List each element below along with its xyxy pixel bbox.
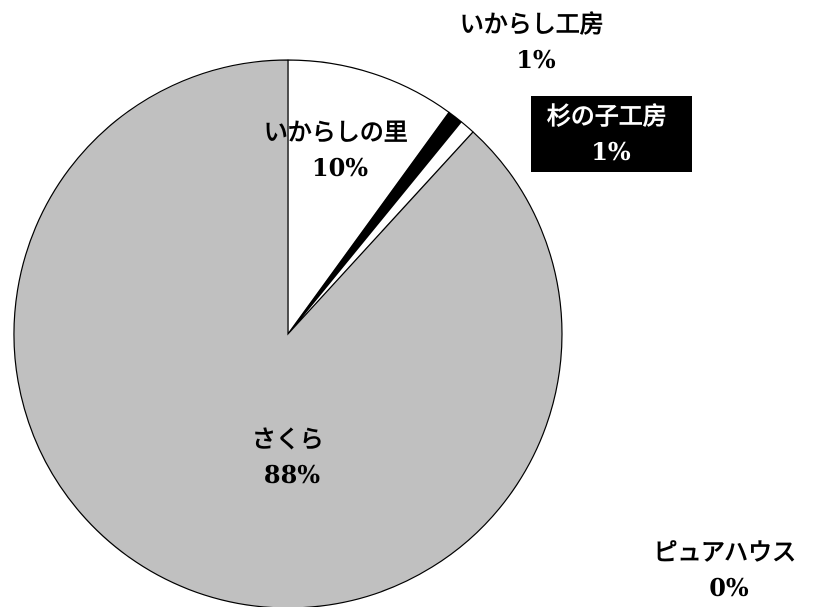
slice-name-suginoko: 杉の子工房 (547, 101, 667, 130)
slice-name-sakura: さくら (252, 424, 324, 453)
pie-slice-3 (13, 59, 563, 607)
pie-slices (13, 59, 563, 607)
slice-percent-suginoko: 1% (591, 137, 631, 166)
slice-name-igarashi-no-sato: いからしの里 (264, 117, 408, 146)
slice-percent-sakura: 88% (264, 460, 320, 489)
slice-label-pure-house: ピュアハウス 0% (654, 537, 805, 602)
slice-name-pure-house: ピュアハウス (654, 537, 797, 566)
slice-label-igarashi-no-sato: いからしの里 10% (264, 117, 416, 182)
slice-percent-pure-house: 0% (709, 573, 749, 602)
pie-labels: いからしの里 10% 杉の子工房 1% いからし工房 1% さくら 88% ピュ… (252, 9, 805, 602)
slice-label-sakura: さくら 88% (252, 424, 332, 489)
slice-percent-igarashi-no-sato: 10% (312, 153, 368, 182)
label-box-suginoko (531, 96, 692, 172)
slice-label-igarashi-kobo: いからし工房 1% (460, 9, 612, 74)
slice-name-igarashi-kobo: いからし工房 (460, 9, 604, 38)
slice-percent-igarashi-kobo: 1% (516, 45, 556, 74)
pie-slice-0 (287, 59, 450, 336)
slice-label-suginoko: 杉の子工房 1% (547, 101, 675, 166)
